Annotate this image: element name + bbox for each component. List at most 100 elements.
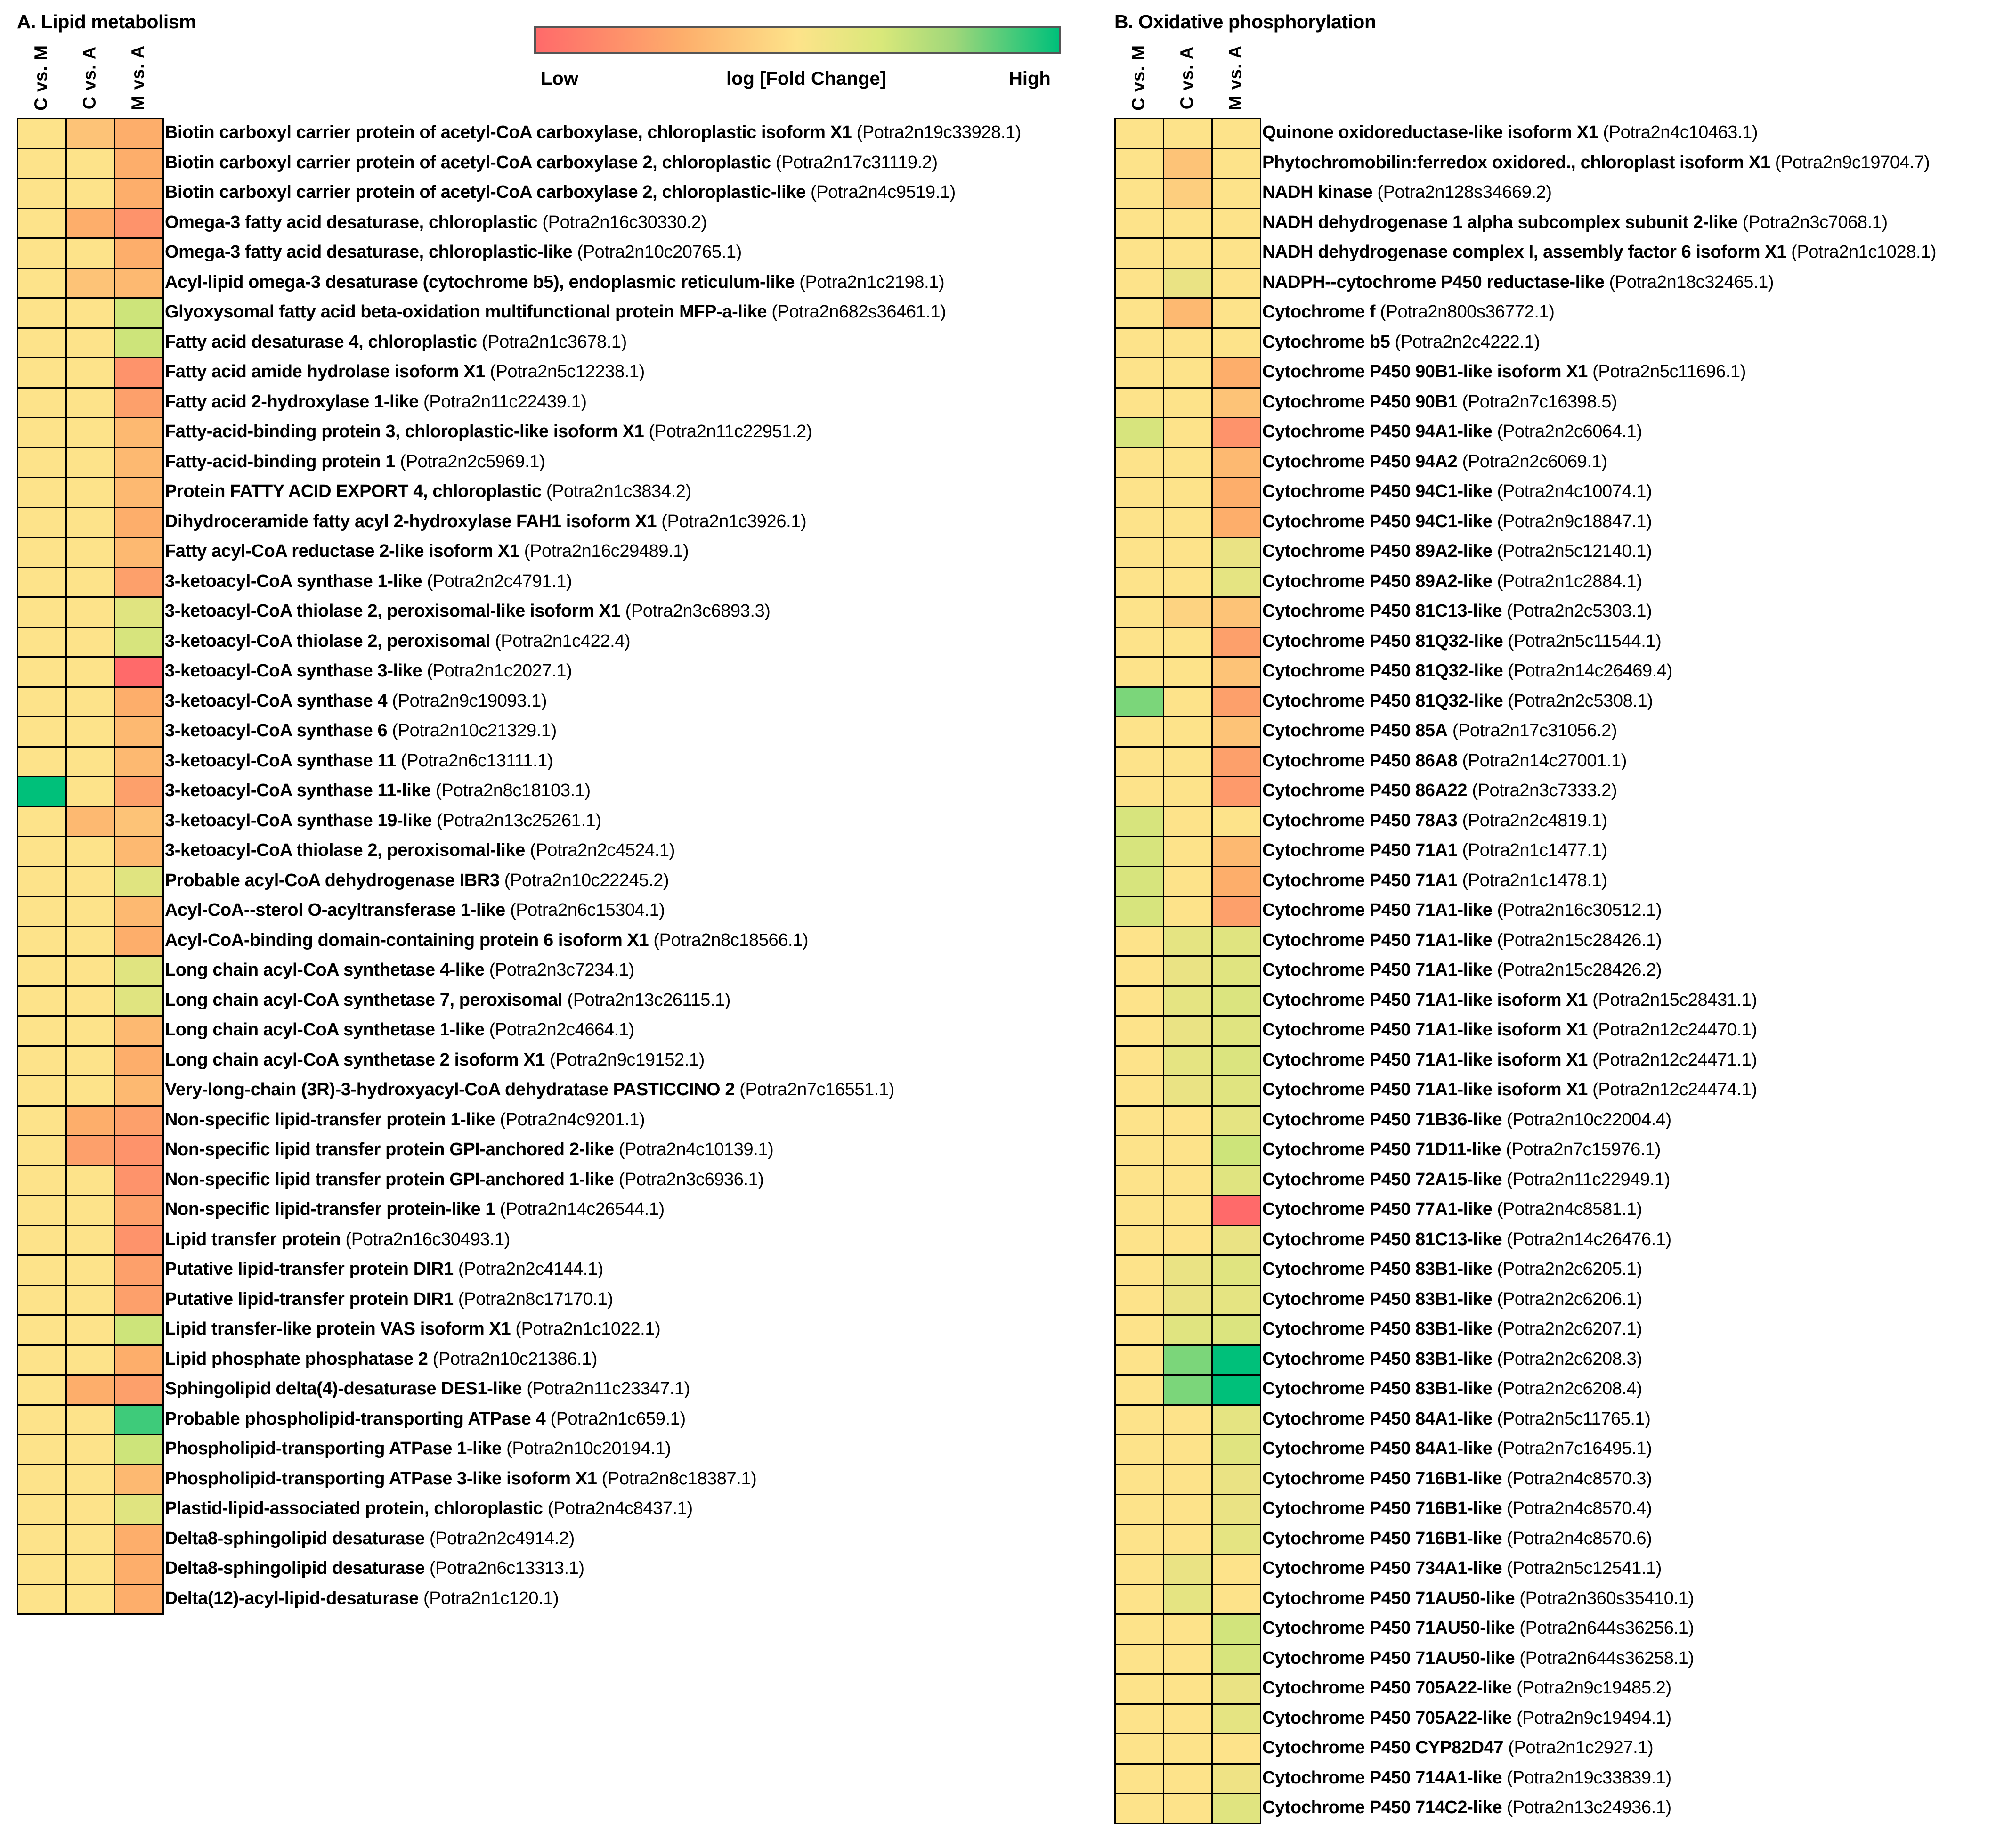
heatmap-cell <box>115 299 164 329</box>
heatmap-cell <box>115 269 164 299</box>
heatmap-cell <box>1164 1405 1213 1435</box>
heatmap-cell <box>18 747 67 777</box>
heatmap-cell <box>1164 418 1213 448</box>
gene-id: (Potra2n360s35410.1) <box>1519 1588 1694 1608</box>
heatmap-cell <box>1213 1196 1261 1226</box>
heatmap-row <box>1116 1286 1261 1316</box>
heatmap-cell <box>115 1405 164 1435</box>
heatmap-cell <box>1213 1286 1261 1316</box>
heatmap-row <box>18 1376 164 1406</box>
heatmap-row <box>18 328 164 358</box>
gene-name: Cytochrome P450 83B1-like <box>1262 1379 1493 1399</box>
heatmap-cell <box>1116 897 1164 927</box>
heatmap-cell <box>67 1166 115 1196</box>
row-label: Cytochrome P450 94A2 (Potra2n2c6069.1) <box>1262 447 1936 477</box>
gene-name: Cytochrome P450 83B1-like <box>1262 1319 1493 1339</box>
heatmap-row <box>1116 239 1261 269</box>
gene-name: Cytochrome P450 86A22 <box>1262 781 1468 800</box>
heatmap-cell <box>1116 1046 1164 1076</box>
heatmap-row <box>1116 897 1261 927</box>
heatmap-cell <box>67 269 115 299</box>
heatmap-cell <box>1164 568 1213 598</box>
gene-name: Cytochrome P450 714A1-like <box>1262 1767 1502 1788</box>
gene-id: (Potra2n2c6208.3) <box>1497 1349 1642 1369</box>
gene-name: Non-specific lipid transfer protein GPI-… <box>165 1169 614 1189</box>
heatmap-cell <box>18 239 67 269</box>
heatmap-cell <box>1164 658 1213 688</box>
panel-title: A. Lipid metabolism <box>17 11 196 33</box>
gene-name: Cytochrome P450 84A1-like <box>1262 1408 1493 1429</box>
row-label: Dihydroceramide fatty acyl 2-hydroxylase… <box>165 507 1021 537</box>
heatmap-cell <box>1213 986 1261 1017</box>
gene-name: Non-specific lipid-transfer protein 1-li… <box>165 1109 495 1130</box>
heatmap-row <box>18 867 164 897</box>
heatmap-cell <box>115 119 164 149</box>
heatmap-cell <box>18 777 67 807</box>
row-label: Cytochrome P450 71A1 (Potra2n1c1478.1) <box>1262 866 1936 896</box>
row-label: Cytochrome P450 81Q32-like (Potra2n2c530… <box>1262 686 1936 716</box>
gene-id: (Potra2n3c7234.1) <box>489 960 634 980</box>
heatmap-cell <box>115 1196 164 1226</box>
heatmap-cell <box>67 897 115 927</box>
row-label: Cytochrome P450 78A3 (Potra2n2c4819.1) <box>1262 806 1936 836</box>
gene-id: (Potra2n4c9519.1) <box>810 182 956 202</box>
gene-name: 3-ketoacyl-CoA synthase 19-like <box>165 810 432 830</box>
heatmap-cell <box>115 1046 164 1076</box>
row-label: Cytochrome P450 71A1-like isoform X1 (Po… <box>1262 1045 1936 1075</box>
heatmap-row <box>1116 328 1261 358</box>
gene-id: (Potra2n1c1478.1) <box>1462 870 1607 890</box>
gene-id: (Potra2n14c26469.4) <box>1508 661 1672 681</box>
row-label: Cytochrome P450 71AU50-like (Potra2n360s… <box>1262 1584 1936 1614</box>
heatmap-cell <box>1164 1734 1213 1765</box>
gene-id: (Potra2n2c4144.1) <box>458 1259 603 1279</box>
row-labels: Quinone oxidoreductase-like isoform X1 (… <box>1262 118 1936 1823</box>
gene-name: Cytochrome P450 83B1-like <box>1262 1289 1493 1309</box>
heatmap-cell <box>18 388 67 418</box>
heatmap-row <box>18 927 164 957</box>
heatmap-cell <box>1213 328 1261 358</box>
heatmap-cell <box>18 1046 67 1076</box>
heatmap-row <box>18 1136 164 1166</box>
heatmap-cell <box>1213 119 1261 149</box>
gene-id: (Potra2n644s36256.1) <box>1519 1618 1694 1638</box>
column-header: M vs. A <box>128 45 148 111</box>
gene-name: Putative lipid-transfer protein DIR1 <box>165 1289 454 1309</box>
heatmap-cell <box>1116 598 1164 628</box>
gene-name: Cytochrome P450 734A1-like <box>1262 1558 1502 1578</box>
heatmap-cell <box>115 1585 164 1615</box>
gene-name: Biotin carboxyl carrier protein of acety… <box>165 152 771 172</box>
heatmap-cell <box>1213 1675 1261 1705</box>
heatmap-cell <box>115 927 164 957</box>
heatmap-row <box>18 658 164 688</box>
row-label: Acyl-CoA-binding domain-containing prote… <box>165 926 1021 956</box>
heatmap-cell <box>1164 1226 1213 1256</box>
heatmap-cell <box>18 119 67 149</box>
heatmap-cell <box>1116 837 1164 867</box>
heatmap-cell <box>1116 1555 1164 1585</box>
heatmap-cell <box>67 1226 115 1256</box>
row-label: Long chain acyl-CoA synthetase 4-like (P… <box>165 955 1021 985</box>
heatmap-row <box>18 717 164 748</box>
heatmap-cell <box>18 658 67 688</box>
heatmap-cell <box>1164 927 1213 957</box>
gene-id: (Potra2n15c28426.1) <box>1497 930 1662 950</box>
heatmap-cell <box>18 1106 67 1136</box>
heatmap-cell <box>18 986 67 1017</box>
heatmap-row <box>18 747 164 777</box>
gene-name: Long chain acyl-CoA synthetase 4-like <box>165 960 485 980</box>
gene-id: (Potra2n3c7333.2) <box>1472 781 1617 800</box>
gene-id: (Potra2n13c24936.1) <box>1507 1798 1671 1817</box>
row-label: Cytochrome P450 71AU50-like (Potra2n644s… <box>1262 1613 1936 1644</box>
gene-name: Cytochrome P450 71A1 <box>1262 840 1458 860</box>
gene-id: (Potra2n11c22951.2) <box>649 422 812 441</box>
row-label: 3-ketoacyl-CoA synthase 1-like (Potra2n2… <box>165 567 1021 597</box>
gene-name: Omega-3 fatty acid desaturase, chloropla… <box>165 242 573 262</box>
heatmap-cell <box>67 717 115 748</box>
heatmap-row <box>18 627 164 658</box>
gene-id: (Potra2n4c8570.6) <box>1507 1528 1652 1548</box>
row-label: Long chain acyl-CoA synthetase 7, peroxi… <box>165 985 1021 1016</box>
heatmap-cell <box>67 149 115 179</box>
heatmap-row <box>1116 418 1261 448</box>
gene-id: (Potra2n4c10463.1) <box>1603 122 1758 142</box>
gene-name: Quinone oxidoreductase-like isoform X1 <box>1262 122 1598 142</box>
